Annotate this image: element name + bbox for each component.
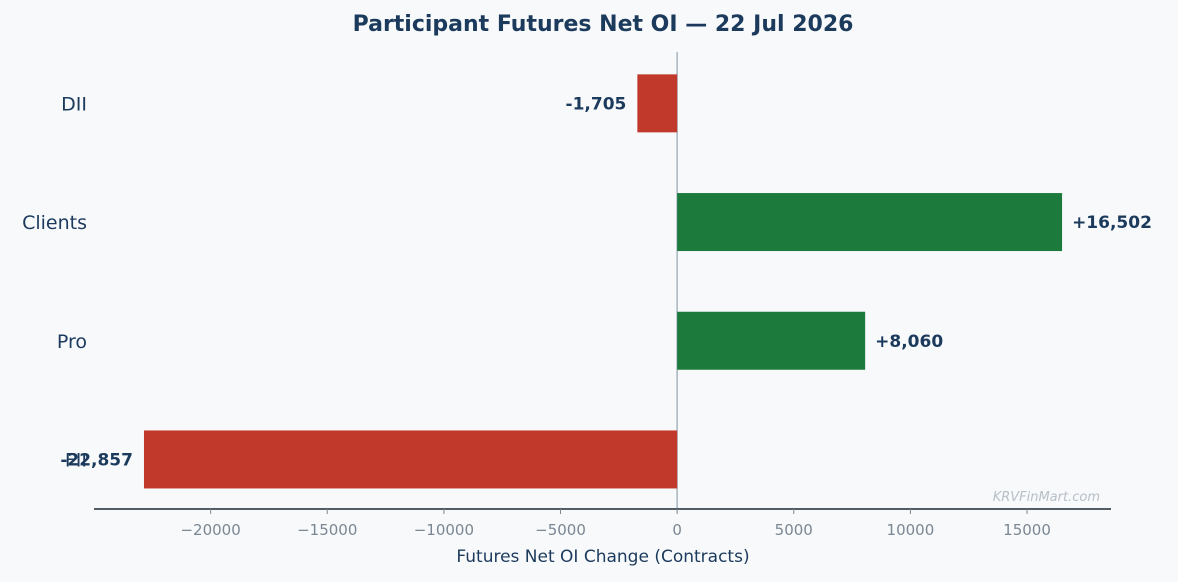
value-labels-group: -1,705 +16,502 +8,060 -22,857 [60, 94, 1152, 470]
x-tick-label: −20000 [180, 521, 240, 539]
x-tick-label: 5000 [775, 521, 813, 539]
value-label-pro: +8,060 [875, 332, 943, 352]
bar-fii [143, 430, 678, 489]
category-label-pro: Pro [57, 331, 87, 353]
value-label-dii: -1,705 [566, 94, 627, 114]
bar-pro [677, 311, 866, 370]
value-label-fii: -22,857 [60, 450, 133, 470]
chart-title: Participant Futures Net OI — 22 Jul 2026 [353, 12, 854, 37]
x-tick-label: 15000 [1003, 521, 1051, 539]
bar-dii [637, 74, 678, 133]
x-axis-label: Futures Net OI Change (Contracts) [456, 547, 749, 567]
x-tick-label: −10000 [414, 521, 474, 539]
category-label-dii: DII [61, 93, 87, 115]
bars-group [143, 74, 1063, 489]
x-tick-label: −5000 [535, 521, 586, 539]
category-label-clients: Clients [22, 212, 87, 234]
category-labels-group: DII Clients Pro FII [22, 93, 87, 471]
value-label-clients: +16,502 [1072, 213, 1152, 233]
bar-clients [677, 193, 1063, 252]
watermark-text: KRVFinMart.com [993, 490, 1100, 505]
x-tick-label: 10000 [887, 521, 935, 539]
x-tick-label: −15000 [297, 521, 357, 539]
x-tick-label: 0 [672, 521, 682, 539]
x-axis: −20000 −15000 −10000 −5000 0 5000 10000 15000 [94, 508, 1111, 539]
category-label-fii: FII [65, 449, 87, 471]
